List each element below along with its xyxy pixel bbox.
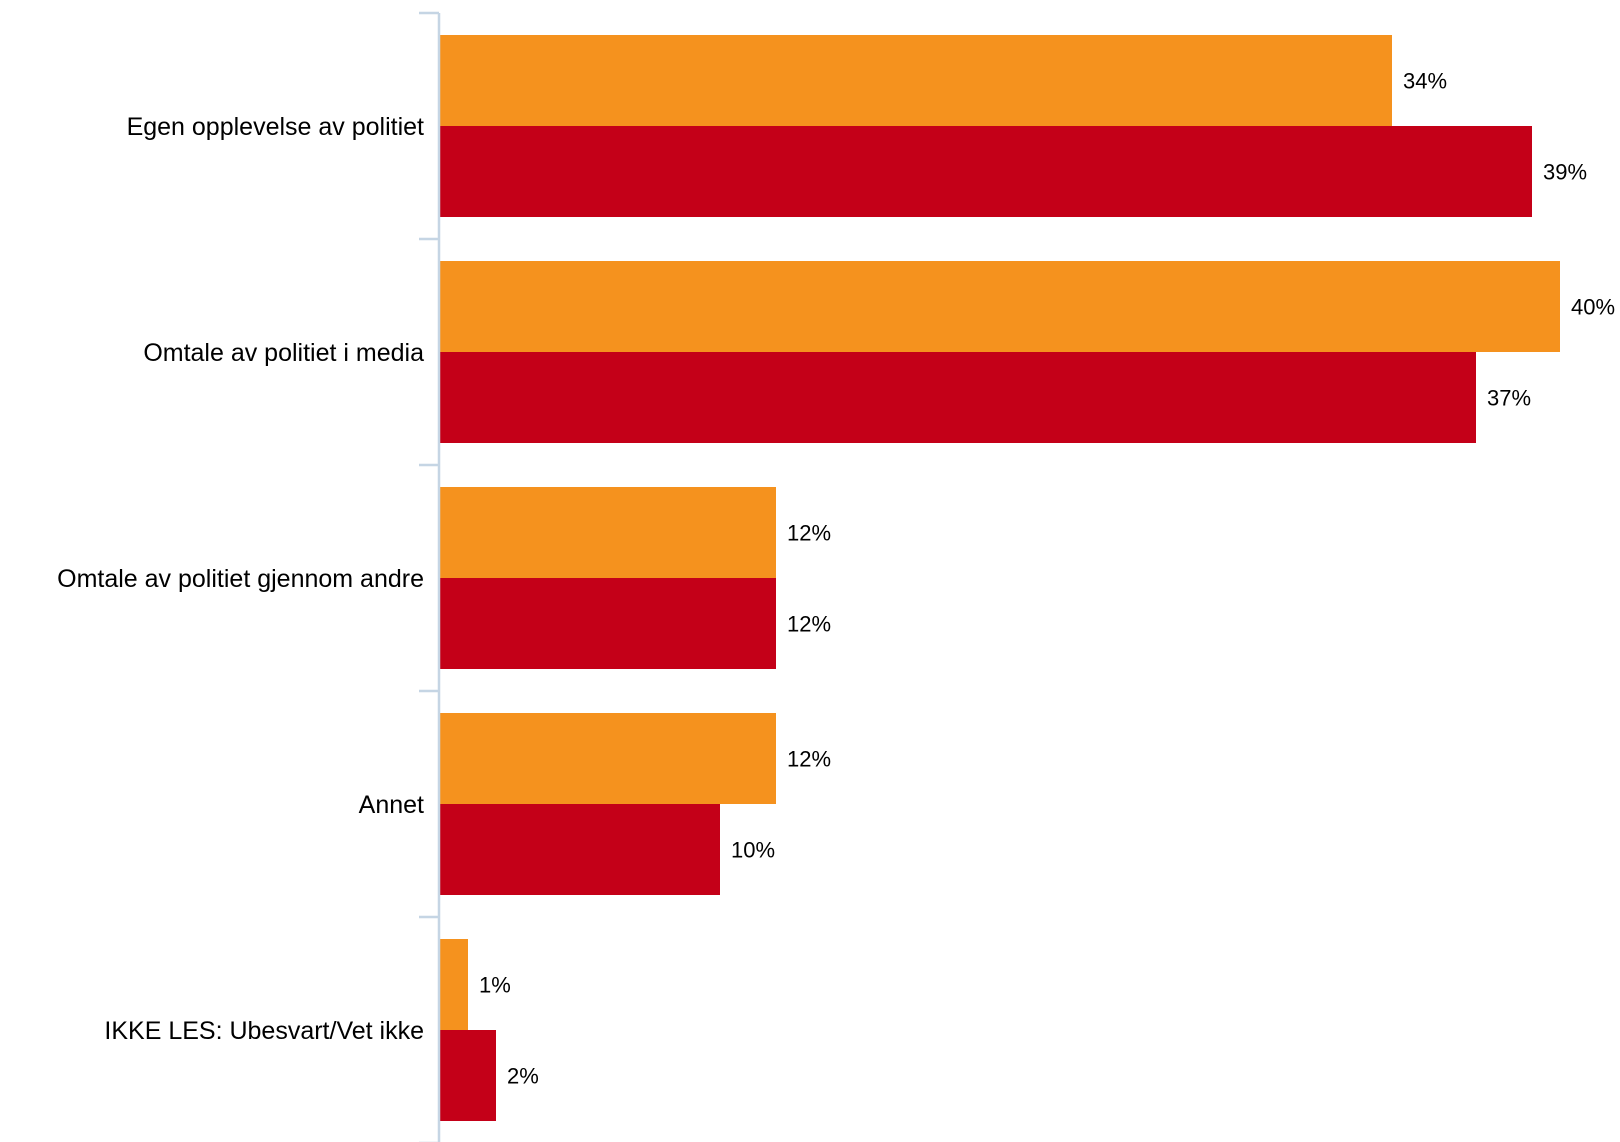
- value-label: 39%: [1543, 160, 1587, 185]
- category-label: Annet: [359, 791, 424, 819]
- value-label: 40%: [1571, 295, 1615, 320]
- value-label: 34%: [1403, 69, 1447, 94]
- category-label: Omtale av politiet i media: [143, 339, 424, 367]
- value-label: 12%: [787, 747, 831, 772]
- bar-series2-5: [440, 1030, 496, 1121]
- bar-series2-1: [440, 126, 1532, 217]
- value-label: 1%: [479, 973, 511, 998]
- bar-series1-1: [440, 35, 1392, 126]
- bar-series2-2: [440, 352, 1476, 443]
- bars-layer: [440, 35, 1560, 1121]
- category-axis: [419, 11, 441, 1142]
- bar-series1-4: [440, 713, 776, 804]
- value-label: 2%: [507, 1064, 539, 1089]
- category-label: Omtale av politiet gjennom andre: [57, 565, 424, 593]
- category-label: IKKE LES: Ubesvart/Vet ikke: [104, 1017, 424, 1045]
- bar-series1-3: [440, 487, 776, 578]
- labels-layer: 34% 39% Egen opplevelse av politiet 40% 37% O…: [57, 69, 1615, 1089]
- bar-series1-5: [440, 939, 468, 1030]
- bar-series2-3: [440, 578, 776, 669]
- bar-series2-4: [440, 804, 720, 895]
- value-label: 37%: [1487, 386, 1531, 411]
- category-label: Egen opplevelse av politiet: [127, 113, 424, 141]
- value-label: 12%: [787, 521, 831, 546]
- value-label: 12%: [787, 612, 831, 637]
- bar-series1-2: [440, 261, 1560, 352]
- value-label: 10%: [731, 838, 775, 863]
